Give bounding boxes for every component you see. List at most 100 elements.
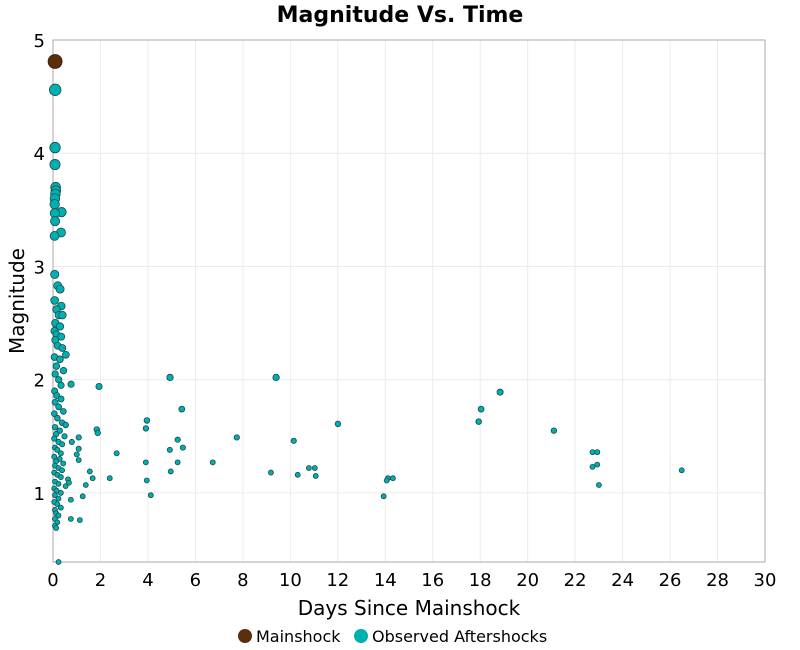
chart-title: Magnitude Vs. Time <box>277 3 524 28</box>
aftershock-point <box>67 380 75 388</box>
x-tick-label: 26 <box>659 570 682 591</box>
aftershock-point <box>68 438 75 446</box>
aftershock-point <box>79 493 86 500</box>
aftershock-point <box>54 501 61 508</box>
aftershock-point <box>312 473 319 479</box>
aftershock-point <box>76 517 83 524</box>
y-tick-label: 3 <box>34 257 45 278</box>
x-tick-label: 20 <box>516 570 539 591</box>
aftershock-point <box>209 459 216 466</box>
aftershock-point <box>56 355 64 364</box>
legend-aftershocks-label: Observed Aftershocks <box>372 627 547 646</box>
aftershock-point <box>294 471 301 478</box>
aftershock-point <box>55 284 65 294</box>
aftershock-point <box>52 362 61 370</box>
aftershock-point <box>67 516 74 522</box>
aftershock-point <box>142 425 150 432</box>
aftershock-point <box>383 477 390 484</box>
aftershock-point <box>50 269 60 279</box>
aftershock-point <box>380 493 387 500</box>
aftershock-point <box>106 475 113 482</box>
aftershock-point <box>496 388 504 396</box>
y-tick-label: 1 <box>34 484 45 505</box>
mainshock-point <box>47 54 63 69</box>
legend-mainshock-label: Mainshock <box>256 627 341 646</box>
x-tick-label: 8 <box>237 570 248 591</box>
aftershock-point <box>94 429 101 437</box>
aftershock-point <box>89 475 96 482</box>
aftershock-point <box>143 417 151 424</box>
aftershock-point <box>58 344 67 352</box>
x-tick-label: 12 <box>326 570 349 591</box>
aftershock-point <box>589 463 596 470</box>
aftershock-point <box>57 490 64 496</box>
aftershock-point <box>290 437 297 444</box>
aftershock-point <box>143 477 150 484</box>
aftershock-point <box>54 446 61 453</box>
aftershock-point <box>67 496 74 503</box>
aftershock-point <box>59 366 68 375</box>
aftershock-point <box>305 465 312 471</box>
aftershock-point <box>52 492 58 499</box>
aftershock-point <box>166 446 173 453</box>
aftershock-point <box>166 373 174 382</box>
x-tick-label: 14 <box>374 570 397 591</box>
aftershock-point <box>475 418 482 425</box>
aftershock-point <box>268 469 274 476</box>
aftershock-point <box>678 467 685 474</box>
aftershock-point <box>594 461 601 468</box>
aftershock-point <box>59 441 66 448</box>
aftershock-point <box>75 434 82 441</box>
aftershock-point <box>62 350 70 359</box>
aftershock-point <box>55 495 62 502</box>
x-axis-label: Days Since Mainshock <box>298 596 521 620</box>
aftershock-point <box>62 421 69 429</box>
aftershock-point <box>142 459 149 466</box>
legend-mainshock-marker <box>238 629 252 643</box>
aftershock-point <box>50 216 61 227</box>
aftershock-point <box>167 468 174 475</box>
aftershock-point <box>53 525 60 531</box>
aftershock-point <box>57 450 64 457</box>
y-tick-label: 2 <box>34 371 45 392</box>
aftershock-point <box>51 435 58 442</box>
aftershock-point <box>55 322 65 331</box>
aftershock-point <box>179 444 186 451</box>
aftershock-point <box>147 492 154 499</box>
y-tick-label: 4 <box>34 144 45 165</box>
aftershock-point <box>477 405 485 413</box>
aftershock-point <box>51 410 58 417</box>
aftershock-point <box>57 504 64 511</box>
aftershock-point <box>61 433 68 440</box>
x-tick-label: 28 <box>706 570 729 591</box>
aftershock-point <box>60 408 67 415</box>
aftershock-point <box>54 414 61 422</box>
aftershock-point <box>174 459 181 466</box>
aftershock-point <box>73 451 80 458</box>
y-tick-label: 5 <box>34 31 45 52</box>
aftershock-point <box>49 141 61 154</box>
x-tick-label: 30 <box>754 570 777 591</box>
aftershock-point <box>57 332 66 341</box>
aftershock-point <box>113 450 120 457</box>
aftershock-point <box>60 460 67 467</box>
aftershock-point <box>62 483 69 490</box>
aftershock-point <box>49 199 60 210</box>
aftershock-point <box>174 436 181 443</box>
x-tick-label: 0 <box>47 570 58 591</box>
aftershock-point <box>95 382 103 391</box>
aftershock-point <box>389 475 396 482</box>
y-axis-label: Magnitude <box>5 248 29 354</box>
aftershock-point <box>55 512 62 519</box>
aftershock-point <box>49 159 61 171</box>
legend-aftershocks-marker <box>354 629 368 643</box>
aftershock-point <box>86 468 93 475</box>
x-tick-label: 6 <box>190 570 201 591</box>
aftershock-point <box>550 427 558 434</box>
aftershock-point <box>57 381 65 389</box>
aftershock-point <box>57 474 64 480</box>
aftershock-point <box>334 420 342 428</box>
x-tick-label: 16 <box>421 570 444 591</box>
aftershock-point <box>57 395 65 403</box>
legend: Mainshock Observed Aftershocks <box>238 627 547 646</box>
